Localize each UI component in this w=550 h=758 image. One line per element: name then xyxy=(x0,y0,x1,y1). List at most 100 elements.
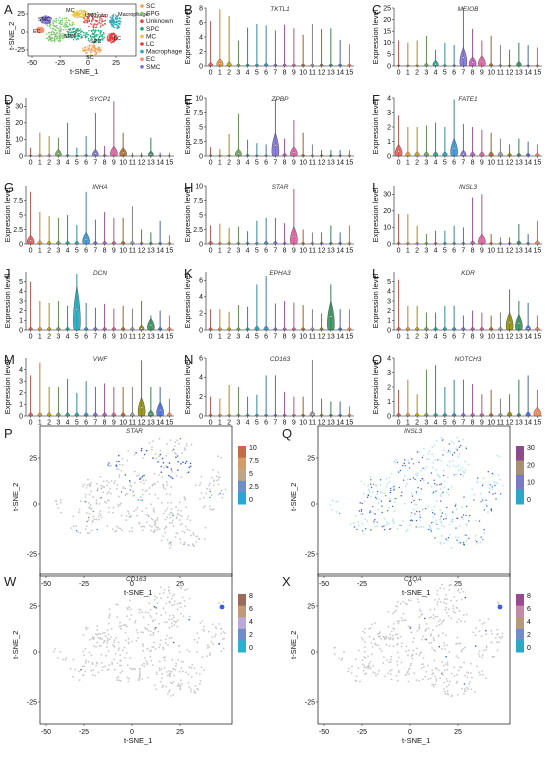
cell-point xyxy=(383,656,385,659)
x-tick-label: 8 xyxy=(283,420,287,427)
x-tick-label: 10 xyxy=(487,420,495,427)
cell-point xyxy=(456,517,459,520)
cell-point xyxy=(116,679,119,681)
x-tick-label: 12 xyxy=(318,248,326,255)
cell-point xyxy=(88,638,91,641)
cell-point xyxy=(497,641,500,644)
cell-point xyxy=(441,661,443,664)
cluster-dot xyxy=(59,33,62,36)
x-tick-label: 5 xyxy=(443,70,447,77)
x-tick-label: 10 xyxy=(299,248,307,255)
cell-point xyxy=(445,491,448,494)
cell-point xyxy=(118,679,121,682)
cell-point xyxy=(168,626,171,629)
cell-point xyxy=(416,510,418,513)
cell-point xyxy=(57,657,59,659)
cluster-dot xyxy=(60,35,62,37)
cell-point xyxy=(383,492,386,495)
cluster-dot xyxy=(55,33,57,35)
cluster-dot xyxy=(54,26,57,28)
cell-point xyxy=(464,688,466,691)
cell-point xyxy=(189,688,192,690)
violin-body xyxy=(131,155,134,157)
cell-point xyxy=(370,529,372,531)
violin-body xyxy=(167,326,172,331)
cell-point xyxy=(436,615,439,618)
cell-point xyxy=(98,512,101,515)
cell-point xyxy=(133,453,136,456)
cell-point xyxy=(462,647,465,650)
cell-point xyxy=(170,636,173,639)
cell-point xyxy=(435,678,437,680)
cluster-dot xyxy=(60,28,63,30)
x-tick-label: 7 xyxy=(461,70,465,77)
cell-point xyxy=(170,670,173,673)
cell-point xyxy=(115,603,118,606)
colorbar-segment xyxy=(516,446,524,461)
x-tick-label: 4 xyxy=(434,160,438,167)
cell-point xyxy=(373,638,375,641)
cell-point xyxy=(107,491,110,494)
cell-point xyxy=(84,493,87,496)
legend-dot xyxy=(140,34,144,39)
cell-point xyxy=(116,483,119,486)
cell-point xyxy=(391,505,394,508)
cell-point xyxy=(360,637,363,639)
cell-point xyxy=(170,508,173,510)
violin-median-dot xyxy=(94,152,97,155)
colorbar-tick-label: 7.5 xyxy=(249,458,259,465)
cell-point xyxy=(463,683,466,685)
cell-point xyxy=(459,468,462,471)
cell-point xyxy=(183,543,185,545)
cell-point xyxy=(82,485,84,488)
cell-point xyxy=(393,485,395,488)
x-tick-label: 2 xyxy=(47,334,51,341)
cell-point xyxy=(98,644,101,647)
cell-point xyxy=(438,645,441,648)
cell-point xyxy=(96,528,98,531)
cluster-dot xyxy=(67,28,70,31)
cell-point xyxy=(108,608,111,611)
cell-point xyxy=(85,659,88,662)
cell-point xyxy=(217,455,220,458)
cell-point xyxy=(166,596,169,599)
cell-point xyxy=(405,530,408,533)
cell-point xyxy=(129,484,132,487)
cell-point xyxy=(102,480,105,483)
cell-point xyxy=(396,461,399,464)
y-tick-label: 0 xyxy=(387,153,391,160)
cell-point xyxy=(372,491,374,493)
x-tick-label: 9 xyxy=(480,420,484,427)
cell-point xyxy=(97,515,100,518)
cell-point xyxy=(404,475,406,477)
y-tick-label: 0 xyxy=(199,63,203,70)
x-tick-label: 25 xyxy=(454,581,462,588)
x-tick-label: 11 xyxy=(497,160,504,167)
cell-point xyxy=(196,632,199,634)
violin-body xyxy=(29,154,33,157)
cell-point xyxy=(457,542,460,544)
cluster-dot xyxy=(108,33,110,35)
violin-median-dot xyxy=(480,238,483,242)
cell-point xyxy=(211,509,214,511)
cell-point xyxy=(420,488,422,490)
cluster-dot xyxy=(88,20,91,22)
cluster-dot xyxy=(67,33,70,35)
cell-point xyxy=(404,619,407,622)
cell-point xyxy=(168,543,170,545)
cell-point xyxy=(141,510,144,513)
cell-point xyxy=(148,442,151,444)
cluster-dot xyxy=(92,26,94,28)
cell-point xyxy=(410,492,413,495)
cell-point xyxy=(164,531,167,534)
cell-point xyxy=(168,513,171,516)
cell-point xyxy=(119,627,122,630)
cell-point xyxy=(111,661,113,664)
cell-point xyxy=(156,602,159,605)
cell-point xyxy=(465,514,467,517)
cell-point xyxy=(385,637,388,640)
cluster-label: Unknown xyxy=(85,13,108,19)
cell-point xyxy=(159,680,162,683)
cell-point xyxy=(178,501,181,504)
